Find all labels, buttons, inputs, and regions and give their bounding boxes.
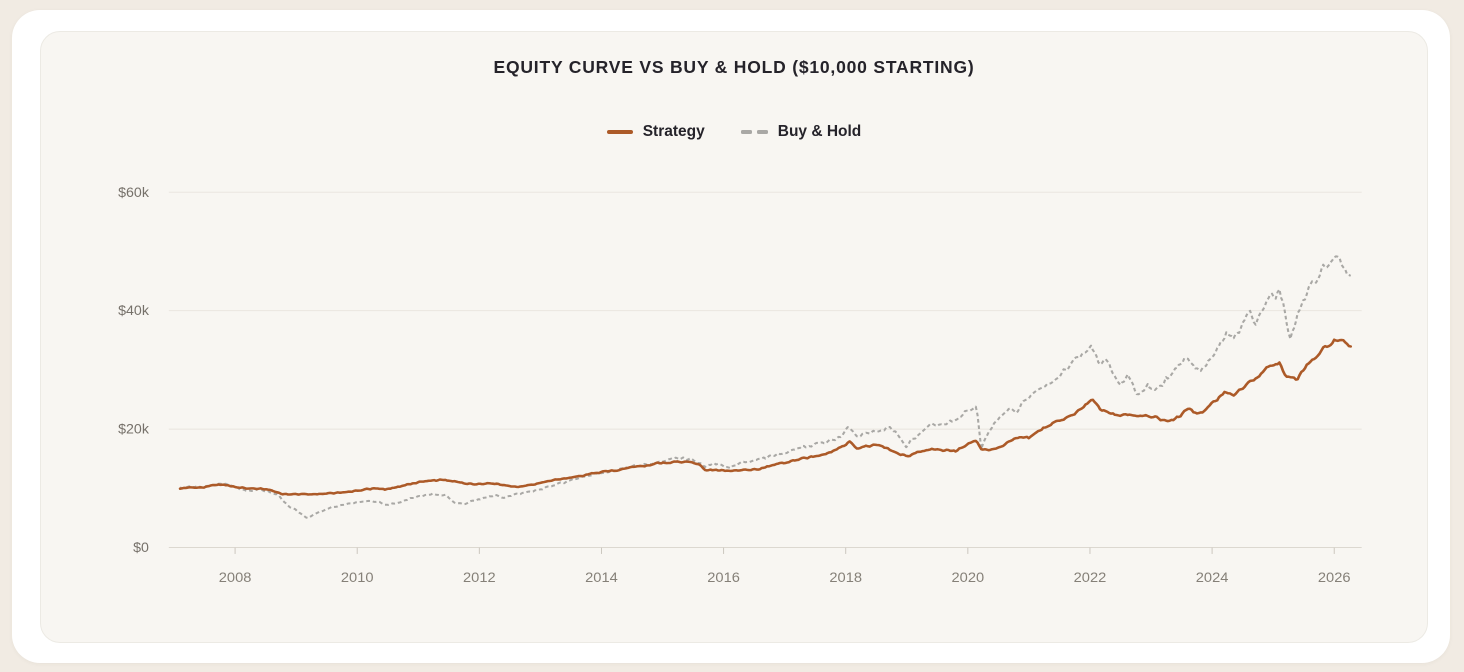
- strategy-line-swatch-icon: [606, 130, 633, 134]
- x-tick-label: 2022: [1074, 570, 1107, 586]
- legend-item-strategy[interactable]: Strategy: [606, 123, 705, 141]
- chart-legend: Strategy Buy & Hold: [41, 120, 1427, 144]
- x-tick-label: 2016: [707, 570, 740, 586]
- y-tick-label: $20k: [118, 421, 149, 437]
- chart-panel: EQUITY CURVE VS BUY & HOLD ($10,000 STAR…: [40, 31, 1428, 643]
- x-tick-label: 2008: [219, 570, 252, 586]
- y-tick-label: $60k: [118, 184, 149, 200]
- y-tick-label: $40k: [118, 302, 149, 318]
- buy-and-hold-line: [179, 255, 1352, 519]
- chart-title: EQUITY CURVE VS BUY & HOLD ($10,000 STAR…: [493, 57, 975, 77]
- x-tick-label: 2020: [952, 570, 985, 586]
- plot-area[interactable]: $0 $20k $40k $60k 2008 2010 2012 2014 2016 2018 20…: [41, 32, 1427, 642]
- x-tick-label: 2012: [463, 570, 496, 586]
- chart-card: EQUITY CURVE VS BUY & HOLD ($10,000 STAR…: [12, 10, 1450, 663]
- buy-and-hold-line-swatch-icon: [740, 130, 768, 134]
- x-tick-label: 2010: [341, 570, 374, 586]
- strategy-line: [178, 338, 1353, 496]
- legend-item-buy-and-hold[interactable]: Buy & Hold: [740, 123, 862, 141]
- x-tick-label: 2014: [585, 570, 618, 586]
- x-tick-label: 2026: [1318, 570, 1351, 586]
- y-tick-label: $0: [133, 539, 149, 555]
- x-tick-label: 2018: [829, 570, 862, 586]
- legend-label-strategy: Strategy: [642, 123, 705, 140]
- x-tick-label: 2024: [1196, 570, 1229, 586]
- legend-label-buy-and-hold: Buy & Hold: [777, 123, 862, 140]
